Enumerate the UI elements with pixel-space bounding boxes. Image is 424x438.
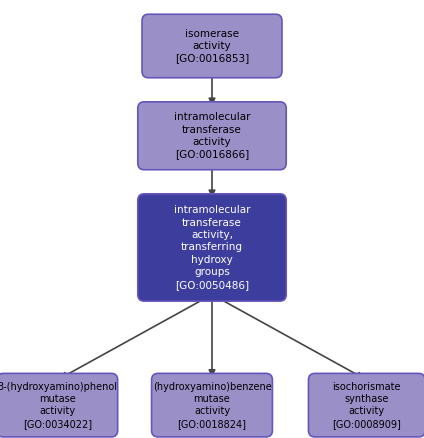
Text: (hydroxyamino)benzene
mutase
activity
[GO:0018824]: (hydroxyamino)benzene mutase activity [G… bbox=[153, 381, 271, 429]
FancyBboxPatch shape bbox=[138, 194, 286, 301]
Text: isochorismate
synthase
activity
[GO:0008909]: isochorismate synthase activity [GO:0008… bbox=[332, 381, 401, 429]
Text: isomerase
activity
[GO:0016853]: isomerase activity [GO:0016853] bbox=[175, 28, 249, 64]
FancyBboxPatch shape bbox=[138, 102, 286, 170]
Text: 3-(hydroxyamino)phenol
mutase
activity
[GO:0034022]: 3-(hydroxyamino)phenol mutase activity [… bbox=[0, 381, 117, 429]
Text: intramolecular
transferase
activity,
transferring
hydroxy
groups
[GO:0050486]: intramolecular transferase activity, tra… bbox=[174, 205, 250, 290]
FancyBboxPatch shape bbox=[308, 373, 424, 437]
FancyBboxPatch shape bbox=[151, 373, 272, 437]
FancyBboxPatch shape bbox=[142, 14, 282, 78]
Text: intramolecular
transferase
activity
[GO:0016866]: intramolecular transferase activity [GO:… bbox=[174, 112, 250, 159]
FancyBboxPatch shape bbox=[0, 373, 118, 437]
